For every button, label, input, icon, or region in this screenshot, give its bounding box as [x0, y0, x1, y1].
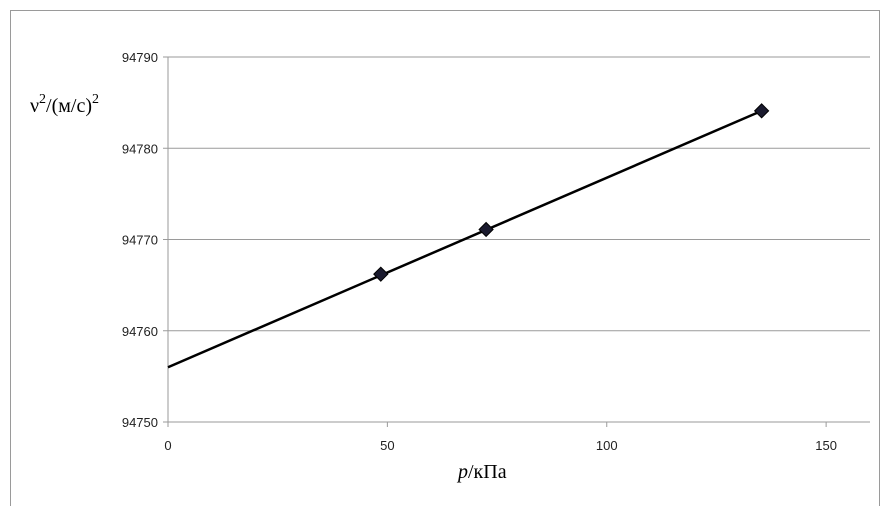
axes	[163, 56, 870, 427]
trendline	[167, 109, 763, 369]
y-tick-labels: 94750 94760 94770 94780 94790	[122, 50, 158, 430]
x-label-var: p	[456, 461, 468, 483]
chart-frame	[10, 10, 880, 506]
x-axis-label: p/кПа	[456, 461, 507, 483]
data-point-diamond	[753, 103, 770, 119]
y-label-sup2: 2	[92, 92, 99, 107]
data-points	[373, 103, 770, 282]
y-tick-label: 94770	[122, 233, 158, 248]
y-label-mid: /(м/с)	[46, 95, 92, 117]
x-tick-label: 0	[164, 438, 171, 453]
y-label-sup1: 2	[39, 92, 46, 107]
data-point-diamond	[478, 221, 494, 238]
y-label-base: ν	[30, 95, 39, 117]
y-tick-label: 94790	[122, 50, 158, 65]
x-label-unit: /кПа	[468, 461, 507, 483]
y-tick-label: 94750	[122, 415, 158, 430]
trendline-group	[167, 109, 763, 369]
data-point-diamond	[373, 266, 389, 282]
y-axis-label: ν2/(м/с)2	[30, 92, 99, 117]
x-tick-label: 150	[815, 438, 837, 453]
x-tick-labels: 0 50 100 150	[164, 438, 837, 453]
grid-lines	[168, 56, 870, 332]
x-tick-label: 100	[596, 438, 618, 453]
x-tick-label: 50	[380, 438, 394, 453]
y-tick-label: 94780	[122, 141, 158, 156]
y-tick-label: 94760	[122, 324, 158, 339]
